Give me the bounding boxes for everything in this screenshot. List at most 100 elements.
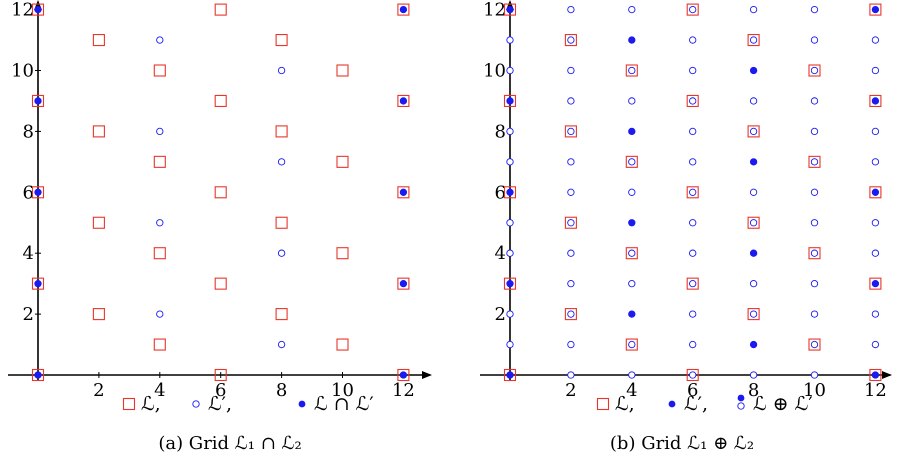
data-point (567, 340, 575, 349)
x-tick-label: 8 (748, 380, 759, 401)
data-point (689, 219, 697, 227)
data-point (153, 338, 166, 351)
data-point (628, 279, 636, 288)
legend-symbol (737, 394, 745, 402)
data-point (567, 249, 575, 257)
data-point (34, 188, 42, 196)
data-point (92, 125, 105, 138)
data-point (506, 158, 514, 166)
data-point (156, 127, 164, 136)
data-point (628, 219, 636, 227)
data-point (749, 371, 758, 379)
data-point (506, 371, 514, 379)
data-point (871, 340, 880, 349)
data-point (31, 368, 45, 382)
y-tick-label: 10 (11, 61, 34, 82)
data-point (34, 97, 42, 105)
legend-label: ℒ′, (208, 393, 232, 415)
data-point (92, 308, 105, 321)
data-point (564, 308, 577, 321)
data-point (749, 219, 758, 227)
data-point (810, 249, 819, 257)
y-tick-label: 6 (495, 182, 506, 203)
data-point (810, 5, 819, 14)
data-point (749, 36, 758, 44)
series-square-red (31, 3, 410, 382)
data-point (503, 368, 517, 382)
data-point (275, 33, 288, 47)
data-point (810, 340, 819, 349)
data-point (625, 155, 638, 168)
legend-label: ℒ, (615, 393, 635, 415)
y-tick-label: 8 (495, 121, 506, 142)
data-point (628, 66, 636, 75)
data-point (506, 36, 514, 44)
data-point (156, 36, 164, 44)
data-point (747, 33, 760, 47)
data-point (506, 97, 514, 105)
data-point (336, 155, 349, 168)
y-tick-label: 4 (23, 243, 34, 264)
data-point (689, 36, 697, 44)
data-point (689, 371, 697, 379)
data-point (506, 127, 514, 136)
data-point (628, 127, 636, 135)
x-tick-label: 2 (565, 380, 576, 401)
data-point (34, 371, 42, 379)
data-point (686, 277, 699, 290)
caption: (a) Grid ℒ₁ ∩ ℒ₂ (158, 433, 301, 454)
series-dot-blue (34, 6, 407, 379)
x-tick-label: 4 (154, 380, 165, 401)
data-point (156, 219, 164, 227)
legend-symbol (596, 397, 610, 411)
data-point (747, 125, 760, 138)
data-point (686, 3, 699, 16)
data-point (567, 127, 575, 136)
data-point (810, 310, 819, 318)
x-tick-label: 10 (331, 380, 354, 401)
data-point (275, 308, 288, 321)
data-point (397, 3, 410, 16)
data-point (397, 277, 410, 290)
data-point (506, 66, 514, 75)
legend-label: ℒ ⊕ ℒ′ (753, 393, 813, 415)
data-point (503, 277, 517, 290)
data-point (810, 219, 819, 227)
data-point (869, 368, 882, 382)
x-tick-label: 2 (93, 380, 104, 401)
data-point (153, 247, 166, 260)
data-point (871, 249, 880, 257)
legend-symbol (668, 400, 676, 408)
data-point (397, 186, 410, 199)
data-point (872, 6, 879, 13)
data-point (686, 94, 699, 107)
y-tick-label: 6 (23, 182, 34, 203)
data-point (400, 371, 407, 379)
data-point (689, 279, 697, 288)
legend-label: ℒ, (141, 393, 161, 415)
data-point (871, 219, 880, 227)
series-dot-blue (506, 6, 879, 379)
data-point (808, 247, 821, 260)
data-point (869, 277, 882, 290)
data-point (567, 5, 575, 14)
data-point (750, 158, 757, 166)
data-point (564, 33, 577, 47)
data-point (749, 97, 758, 105)
data-point (31, 3, 45, 16)
data-point (689, 5, 697, 14)
data-point (628, 158, 636, 166)
data-point (506, 6, 514, 13)
data-point (810, 158, 819, 166)
legend-symbol (122, 397, 136, 411)
data-point (628, 340, 636, 349)
data-point (336, 64, 349, 77)
legend-symbol (192, 400, 200, 408)
data-point (871, 127, 880, 136)
data-point (567, 66, 575, 75)
legend-label: ℒ ∩ ℒ′ (314, 393, 374, 415)
data-point (749, 279, 758, 288)
legend-symbol (737, 402, 745, 410)
data-point (153, 155, 166, 168)
data-point (336, 247, 349, 260)
